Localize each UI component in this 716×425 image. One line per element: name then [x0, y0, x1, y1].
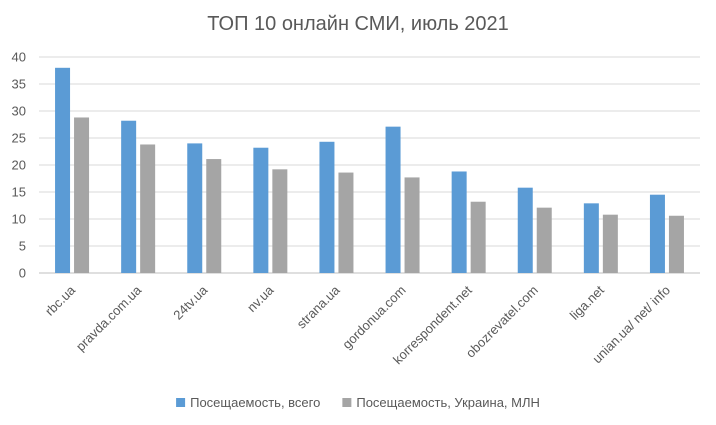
bar-series-1-9	[583, 203, 599, 273]
y-tick-label: 10	[12, 212, 26, 227]
y-tick-label: 5	[19, 239, 26, 254]
y-tick-label: 0	[19, 266, 26, 281]
bar-series-1-8	[517, 187, 533, 273]
x-tick-label: nv.ua	[244, 282, 277, 315]
bar-series-1-4	[253, 147, 269, 273]
legend: Посещаемость, всего Посещаемость, Украина…	[176, 395, 540, 410]
y-tick-label: 15	[12, 185, 26, 200]
bar-series-2-10	[668, 215, 684, 273]
chart-title: ТОП 10 онлайн СМИ, июль 2021	[207, 13, 509, 35]
bars	[55, 67, 684, 273]
bar-series-1-10	[649, 194, 665, 273]
bar-series-1-7	[451, 171, 467, 273]
y-tick-label: 30	[12, 104, 26, 119]
y-tick-label: 40	[12, 50, 26, 65]
bar-series-2-1	[74, 117, 90, 273]
bar-series-2-6	[404, 177, 420, 273]
y-tick-label: 35	[12, 77, 26, 92]
x-tick-label: 24tv.ua	[170, 282, 211, 323]
y-axis-tick-labels: 0 5 10 15 20 25 30 35 40	[12, 50, 26, 281]
gridlines	[39, 56, 700, 274]
bar-series-2-9	[602, 214, 618, 273]
legend-item: Посещаемость, Украина, МЛН	[342, 395, 540, 410]
bar-series-2-7	[470, 201, 486, 273]
legend-swatch	[176, 398, 186, 407]
bar-series-2-3	[206, 159, 222, 273]
legend-label: Посещаемость, всего	[190, 395, 320, 410]
bar-series-2-2	[140, 144, 156, 273]
bar-series-1-3	[187, 143, 203, 273]
legend-item: Посещаемость, всего	[176, 395, 320, 410]
legend-swatch	[342, 398, 352, 407]
x-tick-label: strana.ua	[294, 282, 343, 331]
y-tick-label: 20	[12, 158, 26, 173]
y-tick-label: 25	[12, 131, 26, 146]
bar-series-2-4	[272, 169, 288, 273]
bar-series-1-5	[319, 141, 335, 273]
x-tick-label: liga.net	[567, 282, 608, 323]
x-tick-label: obozrevatel.com	[463, 283, 541, 361]
x-tick-label: pravda.com.ua	[73, 282, 145, 354]
legend-label: Посещаемость, Украина, МЛН	[356, 395, 540, 410]
x-tick-label: rbc.ua	[42, 282, 79, 319]
x-tick-label: gordonua.com	[339, 283, 408, 352]
bar-series-1-2	[121, 120, 137, 273]
bar-series-2-8	[536, 207, 552, 273]
bar-series-1-1	[55, 67, 71, 273]
bar-series-2-5	[338, 172, 354, 273]
bar-series-1-6	[385, 126, 401, 273]
